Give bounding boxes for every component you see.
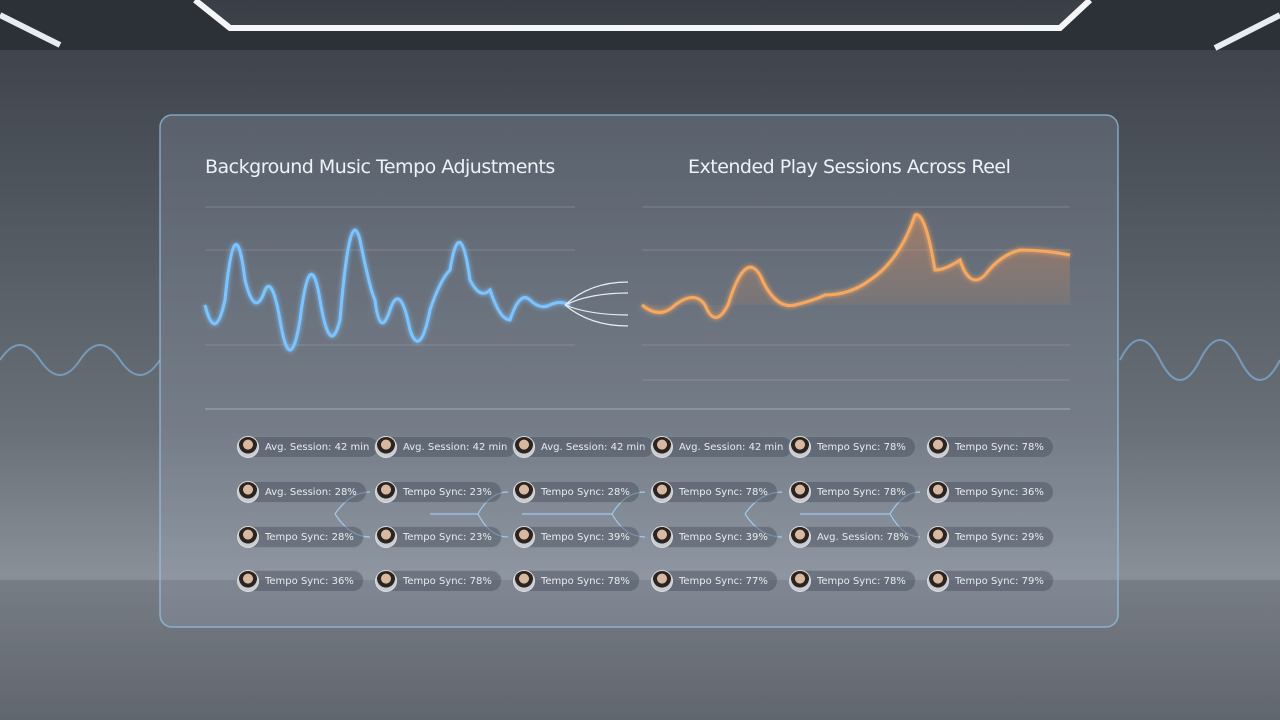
stat-chip: Tempo Sync: 23% (374, 526, 502, 548)
avatar (651, 570, 673, 592)
stat-chip: Avg. Session: 78% (788, 526, 919, 548)
right-title: Extended Play Sessions Across Reel (688, 156, 1011, 178)
avatar (789, 436, 811, 458)
avatar (927, 436, 949, 458)
avatar (375, 526, 397, 548)
chip-label: Tempo Sync: 77% (679, 575, 768, 587)
avatar (375, 436, 397, 458)
chip-label: Avg. Session: 28% (265, 486, 357, 498)
chip-label: Avg. Session: 42 min (679, 441, 784, 453)
stat-chip: Tempo Sync: 79% (926, 570, 1054, 592)
stat-chip: Tempo Sync: 78% (650, 481, 778, 503)
stat-chip: Tempo Sync: 29% (926, 526, 1054, 548)
stat-chip: Tempo Sync: 78% (512, 570, 640, 592)
chip-label: Tempo Sync: 78% (817, 575, 906, 587)
stat-chip: Tempo Sync: 78% (788, 481, 916, 503)
avatar (651, 481, 673, 503)
avatar (513, 570, 535, 592)
chip-label: Tempo Sync: 79% (955, 575, 1044, 587)
stat-chip: Tempo Sync: 77% (650, 570, 778, 592)
avatar (237, 481, 259, 503)
avatar (513, 481, 535, 503)
stat-chip: Avg. Session: 42 min (650, 436, 794, 458)
stat-chip: Tempo Sync: 23% (374, 481, 502, 503)
chip-label: Tempo Sync: 78% (817, 486, 906, 498)
avatar (513, 526, 535, 548)
avatar (651, 526, 673, 548)
stat-chip: Tempo Sync: 28% (512, 481, 640, 503)
stat-chip: Avg. Session: 28% (236, 481, 367, 503)
left-title: Background Music Tempo Adjustments (205, 156, 555, 178)
chip-label: Tempo Sync: 29% (955, 531, 1044, 543)
stat-chip: Tempo Sync: 36% (926, 481, 1054, 503)
stat-chip: Tempo Sync: 78% (788, 436, 916, 458)
chip-label: Tempo Sync: 78% (817, 441, 906, 453)
avatar (237, 436, 259, 458)
chip-label: Avg. Session: 78% (817, 531, 909, 543)
avatar (237, 526, 259, 548)
stat-chip: Avg. Session: 42 min (512, 436, 656, 458)
stat-chip: Tempo Sync: 78% (926, 436, 1054, 458)
stat-chip: Tempo Sync: 39% (650, 526, 778, 548)
stat-chip: Tempo Sync: 39% (512, 526, 640, 548)
chip-label: Tempo Sync: 23% (403, 486, 492, 498)
avatar (513, 436, 535, 458)
chip-label: Tempo Sync: 36% (265, 575, 354, 587)
stat-chip: Avg. Session: 42 min (236, 436, 380, 458)
stat-chip: Tempo Sync: 28% (236, 526, 364, 548)
avatar (789, 570, 811, 592)
avatar (789, 526, 811, 548)
chip-label: Tempo Sync: 36% (955, 486, 1044, 498)
stat-chip: Tempo Sync: 78% (788, 570, 916, 592)
chip-label: Tempo Sync: 39% (679, 531, 768, 543)
avatar (375, 481, 397, 503)
chip-label: Tempo Sync: 78% (541, 575, 630, 587)
avatar (927, 570, 949, 592)
chip-label: Tempo Sync: 23% (403, 531, 492, 543)
avatar (237, 570, 259, 592)
avatar (375, 570, 397, 592)
stat-chip: Tempo Sync: 36% (236, 570, 364, 592)
chip-label: Tempo Sync: 28% (541, 486, 630, 498)
chip-label: Tempo Sync: 39% (541, 531, 630, 543)
chip-label: Avg. Session: 42 min (541, 441, 646, 453)
chip-label: Avg. Session: 42 min (403, 441, 508, 453)
chip-label: Avg. Session: 42 min (265, 441, 370, 453)
chip-label: Tempo Sync: 78% (403, 575, 492, 587)
chip-label: Tempo Sync: 78% (679, 486, 768, 498)
avatar (651, 436, 673, 458)
avatar (789, 481, 811, 503)
stat-chip: Avg. Session: 42 min (374, 436, 518, 458)
avatar (927, 526, 949, 548)
stat-chip: Tempo Sync: 78% (374, 570, 502, 592)
avatar (927, 481, 949, 503)
chip-label: Tempo Sync: 78% (955, 441, 1044, 453)
chip-label: Tempo Sync: 28% (265, 531, 354, 543)
